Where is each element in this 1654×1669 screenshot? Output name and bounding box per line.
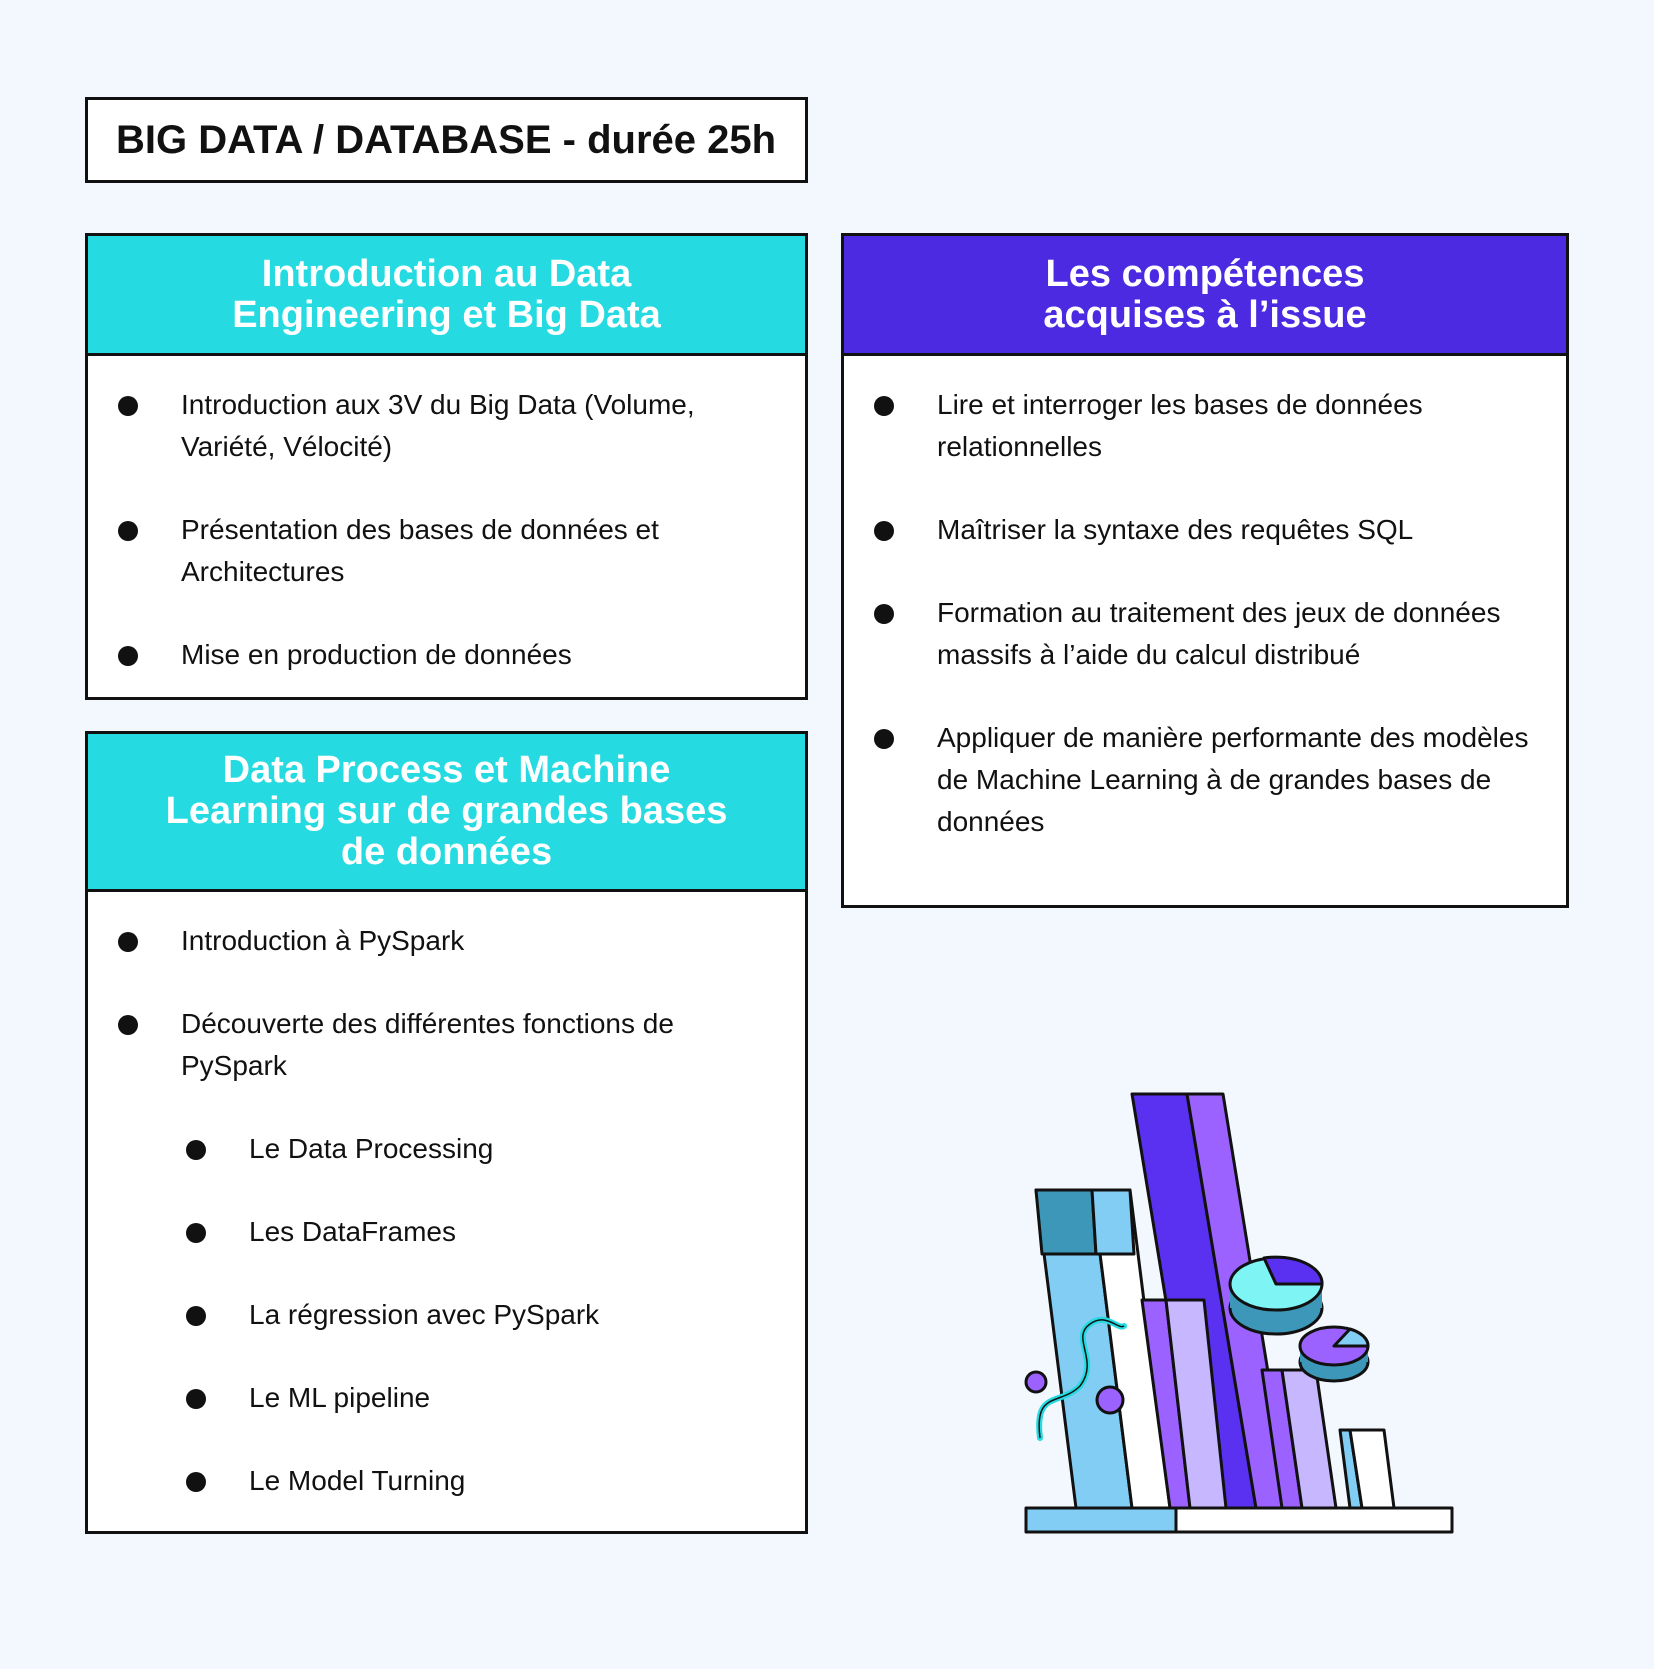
card-process-heading: Data Process et Machine Learning sur de …: [88, 734, 805, 892]
card-intro-data-engineering: Introduction au Data Engineering et Big …: [85, 233, 808, 700]
card-process-list: Introduction à PySpark Découverte des di…: [118, 920, 775, 1502]
card-intro-list: Introduction aux 3V du Big Data (Volume,…: [118, 384, 775, 676]
sub-list-item: Les DataFrames: [186, 1211, 775, 1253]
list-item: Présentation des bases de données et Arc…: [118, 509, 775, 593]
list-item: Formation au traitement des jeux de donn…: [874, 592, 1536, 676]
card-process-heading-text: Data Process et Machine Learning sur de …: [165, 749, 728, 873]
card-skills-heading: Les compétences acquises à l’issue: [844, 236, 1566, 356]
card-data-process: Data Process et Machine Learning sur de …: [85, 731, 808, 1534]
sub-list-item: Le Model Turning: [186, 1460, 775, 1502]
list-item: Introduction à PySpark: [118, 920, 775, 962]
sub-list-item: Le Data Processing: [186, 1128, 775, 1170]
card-skills-heading-text: Les compétences acquises à l’issue: [1043, 252, 1367, 336]
card-skills: Les compétences acquises à l’issue Lire …: [841, 233, 1569, 908]
page-title: BIG DATA / DATABASE - durée 25h: [85, 97, 808, 183]
card-intro-heading: Introduction au Data Engineering et Big …: [88, 236, 805, 356]
sub-list-item: La régression avec PySpark: [186, 1294, 775, 1336]
list-item: Lire et interroger les bases de données …: [874, 384, 1536, 468]
list-item: Maîtriser la syntaxe des requêtes SQL: [874, 509, 1536, 551]
card-skills-list: Lire et interroger les bases de données …: [874, 384, 1536, 843]
list-item: Découverte des différentes fonctions de …: [118, 1003, 775, 1087]
sub-list-item: Le ML pipeline: [186, 1377, 775, 1419]
card-intro-heading-text: Introduction au Data Engineering et Big …: [232, 252, 661, 336]
list-item: Introduction aux 3V du Big Data (Volume,…: [118, 384, 775, 468]
bar-chart-illustration-icon: [1024, 1092, 1454, 1534]
list-item: Appliquer de manière performante des mod…: [874, 717, 1536, 843]
list-item: Mise en production de données: [118, 634, 775, 676]
